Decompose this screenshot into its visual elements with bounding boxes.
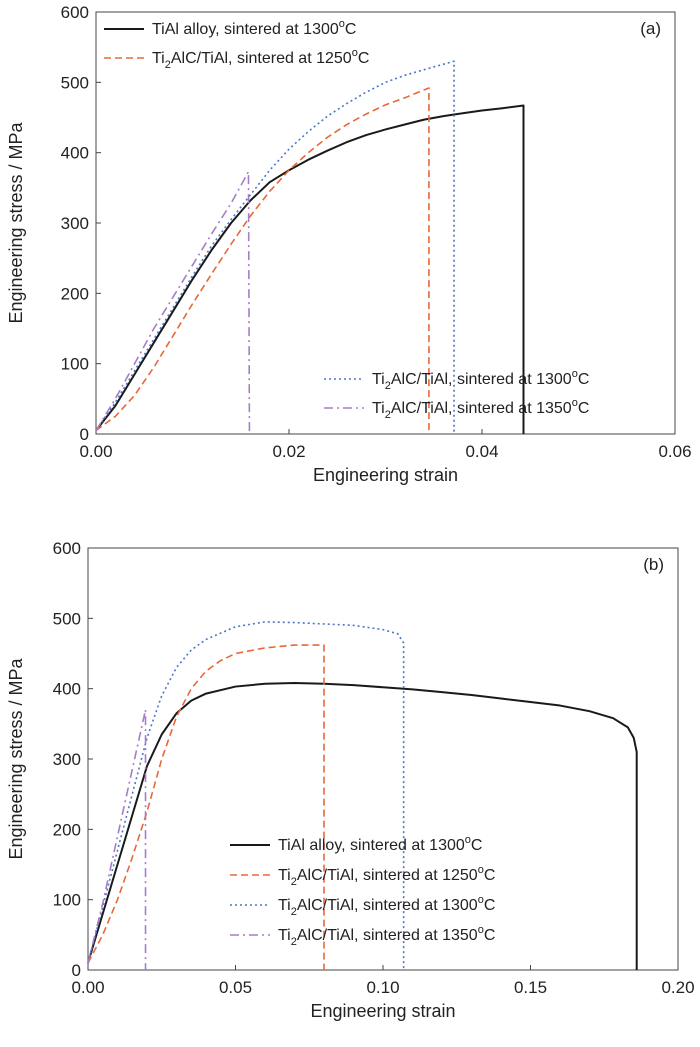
y-tick-label: 600: [61, 3, 89, 22]
legend-label-part: C: [484, 927, 496, 944]
legend-label-part: 2: [291, 936, 297, 948]
legend-label-part: AlC/TiAl, sintered at 1250: [297, 867, 478, 884]
y-tick-label: 200: [61, 284, 89, 303]
x-tick-label: 0.06: [658, 442, 691, 461]
y-tick-label: 0: [80, 425, 89, 444]
legend-label: Ti2AlC/TiAl, sintered at 1300oC: [372, 368, 589, 392]
legend-label-part: Ti: [278, 867, 291, 884]
legend-label: Ti2AlC/TiAl, sintered at 1250oC: [152, 47, 369, 71]
legend-label: Ti2AlC/TiAl, sintered at 1350oC: [372, 397, 589, 421]
series-line-tial: [87, 682, 638, 970]
y-tick-label: 500: [53, 609, 81, 628]
legend-label-part: Ti: [372, 400, 385, 417]
legend-label-part: C: [484, 867, 496, 884]
series-line-c1300: [95, 60, 455, 434]
legend-label-part: o: [339, 18, 345, 30]
legend-label-part: o: [465, 834, 471, 846]
legend-label-part: Ti: [372, 371, 385, 388]
y-tick-label: 200: [53, 820, 81, 839]
legend-label-part: Ti: [152, 50, 165, 67]
y-axis-label: Engineering stress / MPa: [6, 657, 26, 859]
legend-label-part: o: [478, 924, 484, 936]
x-tick-label: 0.15: [514, 978, 547, 997]
legend-label-part: o: [478, 894, 484, 906]
legend-label: Ti2AlC/TiAl, sintered at 1250oC: [278, 864, 495, 888]
legend-label-part: C: [471, 837, 483, 854]
legend-label-part: TiAl alloy, sintered at 1300: [152, 21, 339, 38]
legend-label-part: AlC/TiAl, sintered at 1300: [391, 371, 572, 388]
legend-label-part: AlC/TiAl, sintered at 1350: [391, 400, 572, 417]
legend-label-part: 2: [385, 380, 391, 392]
panel-label: (a): [640, 19, 661, 38]
panel-label: (b): [643, 555, 664, 574]
x-axis-label: Engineering strain: [310, 1001, 455, 1021]
legend-label-part: o: [478, 864, 484, 876]
legend-label-part: C: [358, 50, 370, 67]
x-tick-label: 0.00: [71, 978, 104, 997]
legend-label-part: 2: [291, 906, 297, 918]
legend-label-part: C: [578, 400, 590, 417]
chart-panel-a: 0 100 200 300 400 500 600 0.00 0.02 0.04 0.06 Engin…: [6, 3, 692, 485]
y-tick-label: 400: [61, 144, 89, 163]
series-line-c1250: [95, 87, 430, 434]
x-tick-label: 0.10: [366, 978, 399, 997]
y-tick-label: 0: [72, 961, 81, 980]
y-tick-label: 600: [53, 539, 81, 558]
legend-label: Ti2AlC/TiAl, sintered at 1350oC: [278, 924, 495, 948]
series-line-c1250: [87, 644, 325, 970]
y-tick-label: 400: [53, 680, 81, 699]
legend-label-part: o: [572, 368, 578, 380]
x-axis-label: Engineering strain: [313, 465, 458, 485]
series-line-c1350: [87, 708, 147, 970]
y-tick-label: 300: [61, 214, 89, 233]
legend-label-part: TiAl alloy, sintered at 1300: [278, 837, 465, 854]
legend-label-part: AlC/TiAl, sintered at 1300: [297, 897, 478, 914]
series-line-tial: [95, 104, 525, 434]
y-tick-label: 100: [61, 355, 89, 374]
y-axis-label: Engineering stress / MPa: [6, 121, 26, 323]
y-tick-label: 500: [61, 73, 89, 92]
legend-label-part: 2: [291, 876, 297, 888]
legend-label: TiAl alloy, sintered at 1300oC: [152, 18, 356, 38]
legend-label-part: Ti: [278, 897, 291, 914]
y-tick-label: 300: [53, 750, 81, 769]
y-tick-label: 100: [53, 891, 81, 910]
x-tick-label: 0.00: [79, 442, 112, 461]
legend-label: TiAl alloy, sintered at 1300oC: [278, 834, 482, 854]
legend-label-part: AlC/TiAl, sintered at 1350: [297, 927, 478, 944]
legend-label-part: 2: [385, 409, 391, 421]
legend-label-part: C: [578, 371, 590, 388]
legend-label-part: 2: [165, 59, 171, 71]
legend-label-part: o: [352, 47, 358, 59]
legend-label-part: AlC/TiAl, sintered at 1250: [171, 50, 352, 67]
legend-label: Ti2AlC/TiAl, sintered at 1300oC: [278, 894, 495, 918]
legend-label-part: o: [572, 397, 578, 409]
legend-label-part: C: [345, 21, 357, 38]
series-line-c1300: [87, 621, 405, 970]
x-tick-label: 0.05: [219, 978, 252, 997]
x-tick-label: 0.04: [465, 442, 498, 461]
x-tick-label: 0.02: [272, 442, 305, 461]
legend-label-part: C: [484, 897, 496, 914]
chart-panel-b: 0 100 200 300 400 500 600 0.00 0.05 0.10 0.15 0.20 E…: [6, 539, 695, 1021]
x-tick-label: 0.20: [661, 978, 694, 997]
legend-label-part: Ti: [278, 927, 291, 944]
series-line-c1350: [95, 170, 251, 435]
